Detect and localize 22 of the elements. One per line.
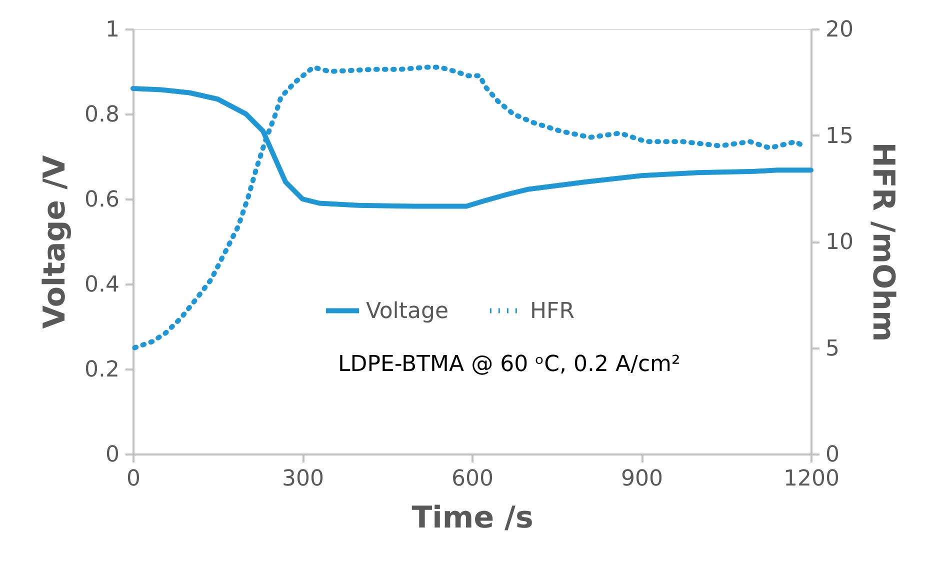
x-tick-label: 600: [452, 466, 494, 492]
y-tick-label: 1: [106, 18, 120, 42]
x-tick-label: 900: [621, 466, 663, 492]
y2-tick-label: 15: [826, 124, 854, 149]
y-axis-title: Voltage /V: [38, 154, 73, 329]
y2-tick-label: 20: [826, 18, 854, 42]
y-tick-label: 0.4: [84, 272, 120, 298]
y-tick-label: 0.2: [84, 358, 120, 382]
y2-axis-title: HFR /mOhm: [865, 142, 900, 342]
y2-tick-label: 5: [826, 336, 840, 362]
x-tick-label: 0: [126, 466, 140, 492]
legend-label: Voltage: [366, 298, 449, 324]
y-tick-label: 0: [106, 442, 120, 468]
y-tick-label: 0.6: [84, 188, 120, 212]
legend-label: HFR: [530, 298, 574, 324]
y2-tick-label: 0: [826, 442, 840, 468]
annotation: LDPE-BTMA @ 60 ᵒC, 0.2 A/cm²: [338, 352, 680, 377]
x-axis-title: Time /s: [412, 500, 534, 536]
y2-tick-label: 10: [826, 230, 854, 255]
x-tick-label: 1200: [784, 466, 840, 492]
y-tick-label: 0.8: [84, 102, 120, 128]
x-tick-label: 300: [282, 466, 324, 492]
